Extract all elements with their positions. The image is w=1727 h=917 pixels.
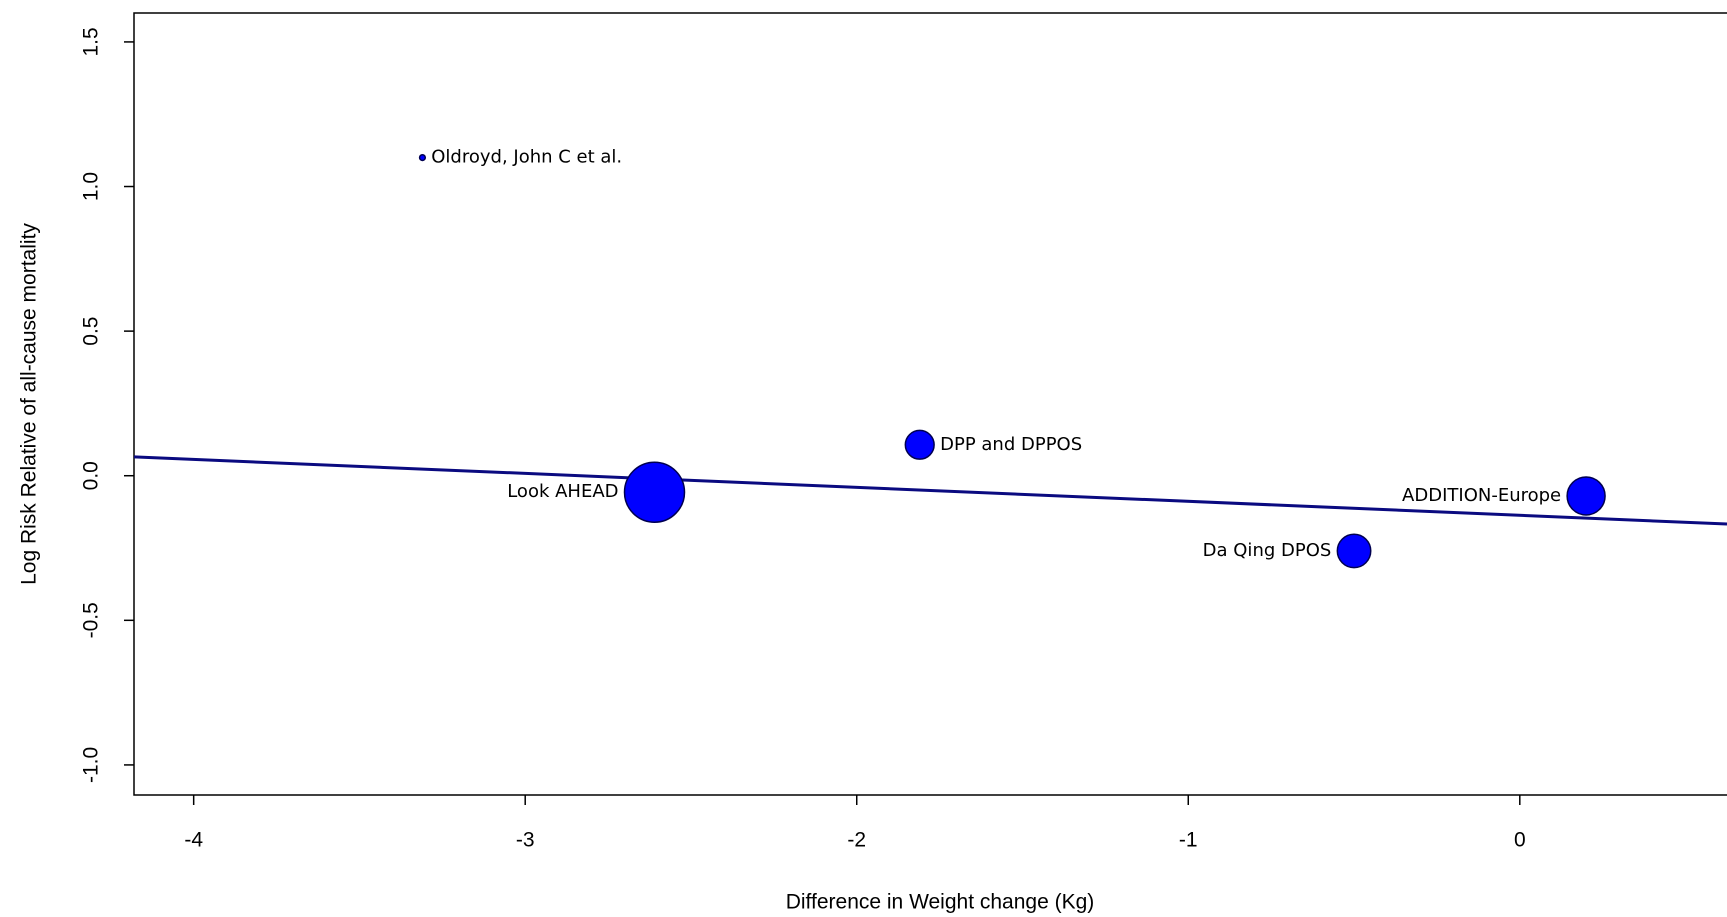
plot-frame [133, 12, 1727, 796]
point-label: DPP and DPPOS [940, 434, 1082, 455]
bubble [1336, 533, 1372, 569]
point-label: Look AHEAD [507, 481, 618, 502]
point-label: ADDITION-Europe [1402, 485, 1561, 506]
y-tick-label: -0.5 [80, 602, 103, 638]
y-tick-label: 0.5 [80, 317, 103, 346]
x-tick-label: 0 [1514, 829, 1526, 852]
point-label: Oldroyd, John C et al. [431, 147, 622, 168]
x-axis-title: Difference in Weight change (Kg) [786, 891, 1095, 914]
y-tick-label: 1.5 [80, 27, 103, 56]
x-tick-label: -4 [184, 829, 203, 852]
x-tick-label: -1 [1179, 829, 1198, 852]
fit-line [133, 455, 1727, 526]
y-tick-label: 1.0 [80, 172, 103, 201]
y-tick-label: 0.0 [80, 461, 103, 490]
point-label: Da Qing DPOS [1203, 540, 1332, 561]
x-tick-label: -3 [516, 829, 535, 852]
bubble [1566, 476, 1606, 516]
bubble [904, 429, 935, 460]
bubble [623, 461, 686, 523]
bubble [418, 154, 427, 162]
y-tick-label: -1.0 [80, 747, 103, 783]
y-axis-title: Log Risk Relative of all-cause mortality [18, 223, 41, 585]
x-tick-label: -2 [847, 829, 866, 852]
